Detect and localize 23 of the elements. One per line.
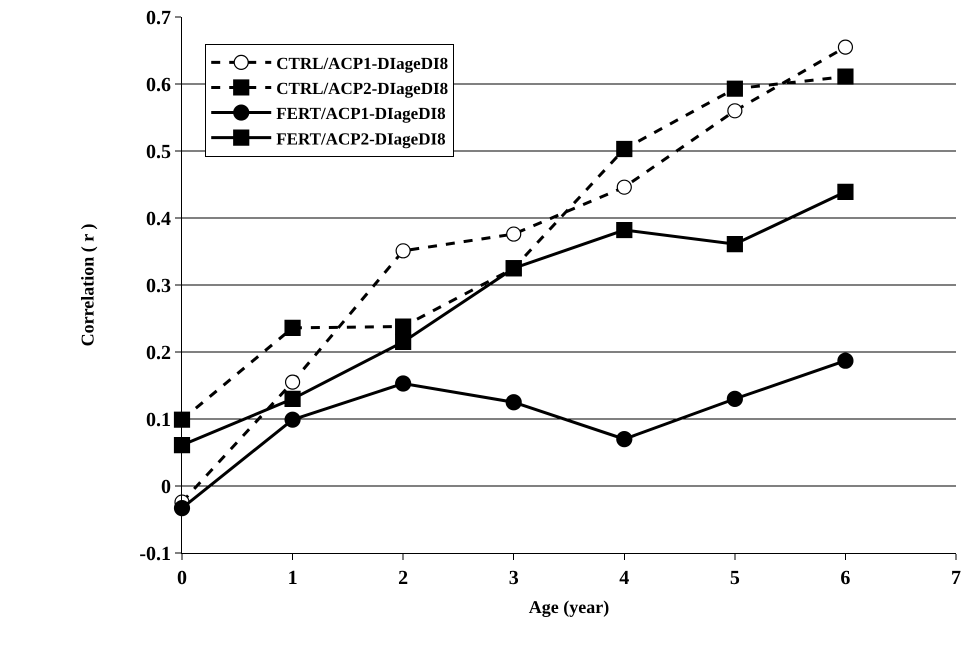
y-tick-label: 0.2 <box>146 342 171 364</box>
x-tick-label: 6 <box>840 567 850 589</box>
legend-label: CTRL/ACP2-DIageDI8 <box>276 79 448 98</box>
x-tick-label: 2 <box>398 567 408 589</box>
y-tick-label: 0.1 <box>146 409 171 431</box>
y-tick-label: 0.3 <box>146 275 171 297</box>
x-tick-label: 0 <box>177 567 187 589</box>
x-tick-label: 5 <box>730 567 740 589</box>
y-tick-label: 0.4 <box>146 208 171 230</box>
y-axis-title: Correlation ( r ) <box>78 224 98 346</box>
y-tick-label: -0.1 <box>139 543 171 565</box>
y-tick-label: 0 <box>161 476 171 498</box>
y-tick-label: 0.6 <box>146 74 171 96</box>
y-tick-label: 0.7 <box>146 7 171 29</box>
x-tick-label: 7 <box>951 567 961 589</box>
x-axis-title: Age (year) <box>528 597 610 618</box>
x-tick-label: 1 <box>288 567 298 589</box>
x-tick-label: 4 <box>619 567 630 589</box>
y-tick-label: 0.5 <box>146 141 171 163</box>
legend-label: FERT/ACP1-DIageDI8 <box>276 104 446 124</box>
legend-label: FERT/ACP2-DIageDI8 <box>276 129 446 148</box>
x-tick-label: 3 <box>508 567 519 589</box>
legend-label: CTRL/ACP1-DIageDI8 <box>276 54 448 73</box>
